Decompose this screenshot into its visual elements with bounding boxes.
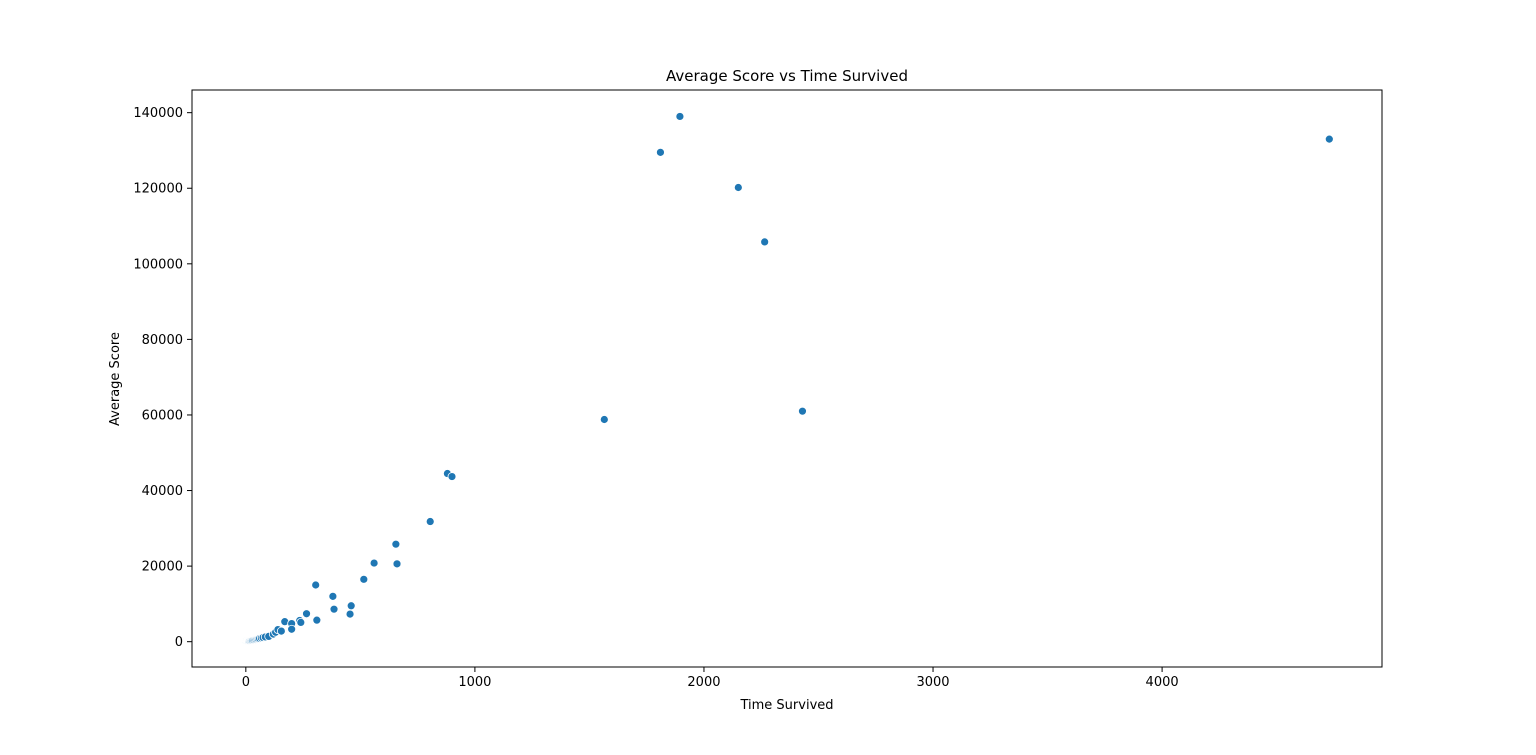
data-point [391, 539, 401, 549]
data-point [425, 517, 435, 526]
data-point [760, 237, 770, 247]
data-point [675, 112, 685, 121]
x-axis-ticks: 0 1000 2000 3000 4000 [242, 667, 1179, 690]
data-points [241, 112, 1334, 647]
data-point [1324, 134, 1334, 144]
data-point [302, 609, 311, 619]
y-tick-label: 0 [175, 635, 183, 650]
data-point [276, 626, 286, 636]
x-tick-label: 4000 [1146, 675, 1179, 690]
data-point [346, 601, 356, 611]
y-axis-label: Average Score [108, 332, 123, 426]
data-point [733, 183, 743, 192]
data-point [311, 580, 321, 590]
plot-area-frame [191, 89, 1383, 668]
data-point [345, 609, 355, 619]
y-tick-label: 80000 [142, 333, 183, 348]
x-axis-label: Time Survived [739, 698, 833, 713]
data-point [312, 615, 322, 625]
data-point [329, 604, 339, 614]
y-tick-label: 60000 [142, 408, 183, 423]
data-point [287, 624, 297, 634]
data-point [447, 472, 457, 481]
data-point [359, 574, 369, 584]
x-tick-label: 0 [242, 675, 250, 690]
y-axis-ticks: 0 20000 40000 60000 80000 100000 120000 140000 [133, 106, 192, 650]
y-tick-label: 20000 [142, 560, 183, 575]
data-point [656, 147, 665, 157]
y-tick-label: 120000 [133, 182, 183, 197]
data-point [798, 406, 807, 416]
x-tick-label: 3000 [916, 675, 949, 690]
data-point [599, 415, 609, 424]
x-tick-label: 1000 [458, 675, 491, 690]
y-tick-label: 140000 [133, 106, 183, 121]
x-tick-label: 2000 [687, 675, 720, 690]
data-point [328, 591, 338, 601]
data-point [296, 618, 306, 627]
y-tick-label: 40000 [142, 484, 183, 499]
data-point [369, 558, 379, 568]
data-point [392, 559, 402, 569]
y-tick-label: 100000 [133, 257, 183, 272]
chart-title: Average Score vs Time Survived [666, 67, 908, 85]
